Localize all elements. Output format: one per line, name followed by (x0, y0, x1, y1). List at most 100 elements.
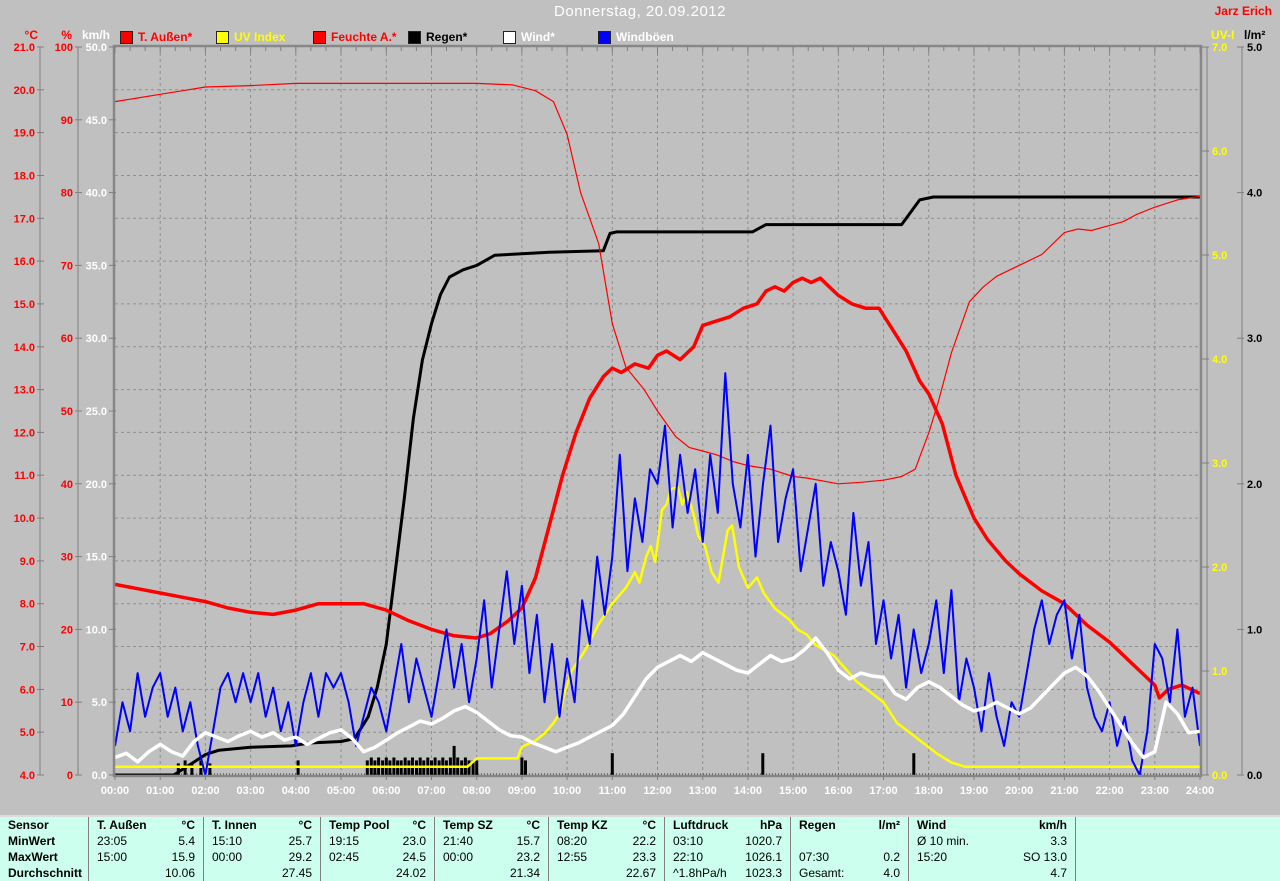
axis-left-windspeed: 50.0 45.0 40.0 35.0 30.0 25.0 20.0 15.0 10.0 5.0 0… (86, 42, 116, 782)
x-tick-label: 11:00 (599, 785, 627, 797)
legend-swatch-feuchte-a (313, 30, 326, 44)
sensor-name: Wind (917, 818, 947, 832)
legend-label: T. Außen* (138, 30, 193, 44)
sensor-name: T. Innen (212, 818, 257, 832)
min-time: 08:20 (557, 834, 588, 848)
avg-row: 27.45 (204, 865, 320, 881)
min-row: 08:20 22.2 (549, 833, 664, 849)
tick-label-uv: 5.0 (1212, 250, 1227, 262)
tick-label-humidity: 50 (61, 406, 73, 418)
avg-row: 22.67 (549, 865, 664, 881)
avg-value: 4.0 (883, 866, 900, 880)
min-row: 21:40 15.7 (435, 833, 548, 849)
series-regen (115, 195, 1200, 777)
axis-unit-uv: UV-I (1211, 28, 1235, 42)
sensor-stats-table: Sensor MinWert MaxWert Durchschnitt T. Außen… (0, 815, 1280, 881)
sensor-unit: km/h (1038, 818, 1067, 832)
x-tick-label: 03:00 (237, 785, 265, 797)
legend-swatch-regen (408, 30, 421, 44)
group-header: T. Außen °C (89, 817, 203, 833)
tick-label-windspeed: 15.0 (86, 552, 107, 564)
row-label-sensor: Sensor (8, 818, 49, 832)
avg-value: 1023.3 (745, 866, 782, 880)
max-row: 15:20 SO 13.0 (909, 849, 1075, 865)
max-time: 12:55 (557, 850, 588, 864)
sensor-name: Luftdruck (673, 818, 729, 832)
x-tick-label: 08:00 (463, 785, 491, 797)
legend-item-feuchte-a: Feuchte A.* (313, 30, 397, 44)
axis-unit-wind: km/h (81, 28, 110, 42)
max-value: SO 13.0 (1022, 850, 1067, 864)
max-row: 07:30 0.2 (791, 849, 908, 865)
x-tick-label: 09:00 (508, 785, 536, 797)
tick-label-rain: 3.0 (1247, 333, 1262, 345)
series-t-au-en (114, 276, 1201, 700)
tick-label-uv: 1.0 (1212, 666, 1227, 678)
min-row: 19:15 23.0 (321, 833, 434, 849)
x-tick-label: 04:00 (282, 785, 310, 797)
sensor-name: Temp SZ (443, 818, 493, 832)
avg-label: Gesamt: (799, 866, 845, 880)
row-label-minwert: MinWert (8, 834, 56, 848)
rain-event-bars (176, 745, 916, 775)
row-label-maxwert: MaxWert (8, 850, 58, 864)
group-header: Wind km/h (909, 817, 1075, 833)
x-tick-label: 17:00 (869, 785, 897, 797)
tick-label-temp: 15.0 (14, 299, 35, 311)
avg-value: 21.34 (509, 866, 540, 880)
min-value: 23.0 (402, 834, 426, 848)
tick-label-temp: 4.0 (20, 770, 35, 782)
min-value: 25.7 (288, 834, 312, 848)
axis-unit-temp: °C (24, 28, 38, 42)
tick-label-humidity: 80 (61, 188, 73, 200)
tick-label-rain: 4.0 (1247, 188, 1262, 200)
min-row: 23:05 5.4 (89, 833, 203, 849)
tick-label-windspeed: 45.0 (86, 115, 107, 127)
tick-label-rain: 5.0 (1247, 42, 1262, 54)
tick-label-temp: 12.0 (14, 427, 35, 439)
max-value: 23.2 (516, 850, 540, 864)
tick-label-humidity: 30 (61, 552, 73, 564)
table-group-wind: Wind km/h Ø 10 min. 3.3 15:20 SO 13.0 4.7 (908, 817, 1075, 881)
table-row-labels: Sensor MinWert MaxWert Durchschnitt (0, 817, 88, 881)
x-tick-label: 14:00 (734, 785, 762, 797)
tick-label-windspeed: 0.0 (92, 770, 107, 782)
tick-label-rain: 1.0 (1247, 624, 1262, 636)
avg-row: Gesamt: 4.0 (791, 865, 908, 881)
x-tick-label: 18:00 (915, 785, 943, 797)
min-time: 23:05 (97, 834, 128, 848)
x-tick-label: 13:00 (689, 785, 717, 797)
tick-label-windspeed: 30.0 (86, 333, 107, 345)
min-time: 21:40 (443, 834, 474, 848)
sensor-unit: hPa (759, 818, 782, 832)
avg-label: ^1.8hPa/h (673, 866, 727, 880)
tick-label-temp: 14.0 (14, 342, 35, 354)
min-value: 1020.7 (745, 834, 782, 848)
group-header: T. Innen °C (204, 817, 320, 833)
x-tick-label: 12:00 (643, 785, 671, 797)
sensor-unit: l/m² (878, 818, 900, 832)
min-time: 19:15 (329, 834, 360, 848)
sensor-name: Temp KZ (557, 818, 608, 832)
tick-label-temp: 16.0 (14, 256, 35, 268)
tick-label-uv: 6.0 (1212, 146, 1227, 158)
legend-label: Feuchte A.* (331, 30, 397, 44)
tick-label-uv: 4.0 (1212, 354, 1227, 366)
tick-label-temp: 11.0 (14, 470, 35, 482)
avg-value: 27.45 (281, 866, 312, 880)
min-time: 15:10 (212, 834, 243, 848)
tick-label-windspeed: 40.0 (86, 188, 107, 200)
max-time: 15:20 (917, 850, 948, 864)
axis-left-temp: 21.0 20.0 19.0 18.0 17.0 16.0 15.0 14.0 13.0 12.0… (14, 42, 44, 782)
max-time: 02:45 (329, 850, 360, 864)
min-value: 3.3 (1050, 834, 1067, 848)
legend-swatch-windb-en (598, 30, 611, 44)
min-row: 15:10 25.7 (204, 833, 320, 849)
tick-label-windspeed: 20.0 (86, 479, 107, 491)
min-row (791, 833, 908, 849)
x-tick-label: 21:00 (1050, 785, 1078, 797)
tick-label-humidity: 40 (61, 479, 73, 491)
legend-swatch-uv-index (216, 30, 229, 44)
tick-label-temp: 18.0 (14, 171, 35, 183)
